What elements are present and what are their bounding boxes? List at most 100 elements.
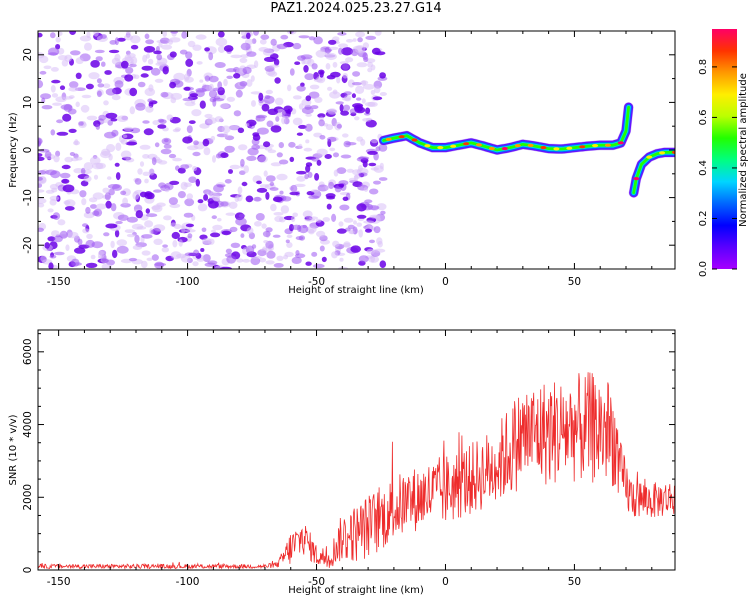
noise-blob <box>259 257 267 263</box>
signal-hotspot <box>633 177 640 181</box>
noise-blob <box>207 200 219 209</box>
page-title: PAZ1.2024.025.23.27.G14 <box>270 1 442 16</box>
noise-blob <box>142 171 150 176</box>
noise-blob <box>362 83 375 90</box>
noise-blob <box>95 203 107 210</box>
noise-blob <box>69 152 75 156</box>
x-tick-label: 0 <box>442 576 449 588</box>
noise-blob <box>144 178 149 184</box>
noise-blob <box>192 151 201 157</box>
noise-blob <box>358 156 370 160</box>
noise-blob <box>281 116 287 125</box>
noise-blob <box>214 116 223 123</box>
noise-blob <box>347 224 355 229</box>
noise-blob <box>209 83 214 91</box>
noise-blob <box>102 83 111 89</box>
noise-blob <box>305 113 312 117</box>
noise-blob <box>84 42 92 51</box>
noise-blob <box>296 85 306 92</box>
noise-blob <box>265 89 273 95</box>
colorbar-tick-label: 0.4 <box>698 160 709 176</box>
noise-blob <box>62 113 72 122</box>
noise-blob <box>123 126 134 132</box>
noise-blob <box>273 263 284 268</box>
noise-blob <box>310 105 319 110</box>
noise-blob <box>85 262 98 268</box>
x-tick-label: -150 <box>47 276 71 288</box>
noise-blob <box>57 219 66 226</box>
noise-blob <box>127 53 136 59</box>
noise-blob <box>212 98 217 107</box>
noise-blob <box>168 153 177 159</box>
noise-blob <box>238 144 248 151</box>
noise-blob <box>265 260 275 265</box>
noise-blob <box>160 148 172 155</box>
noise-blob <box>356 97 362 101</box>
noise-blob <box>373 248 386 253</box>
noise-blob <box>64 54 72 62</box>
noise-blob <box>379 260 387 269</box>
noise-blob <box>151 205 161 210</box>
noise-blob <box>39 70 47 75</box>
colorbar-tick-label: 0.8 <box>698 59 709 75</box>
colorbar-tick-label: 0.2 <box>698 211 709 227</box>
noise-blob <box>203 147 211 156</box>
noise-blob <box>130 44 139 50</box>
noise-blob <box>239 57 248 64</box>
noise-blob <box>199 79 204 83</box>
noise-blob <box>172 157 183 162</box>
noise-blob <box>361 80 367 86</box>
noise-blob <box>201 227 207 233</box>
noise-blob <box>93 174 99 180</box>
noise-blob <box>326 203 332 210</box>
signal-hotspot <box>592 144 599 148</box>
noise-blob <box>166 114 173 121</box>
signal-hotspot <box>437 146 444 150</box>
noise-blob <box>134 178 142 185</box>
noise-blob <box>114 229 120 238</box>
noise-blob <box>193 140 199 146</box>
noise-blob <box>86 115 98 121</box>
noise-blob <box>210 135 216 141</box>
noise-blob <box>264 95 271 99</box>
noise-blob <box>153 238 163 245</box>
noise-blob <box>151 157 157 166</box>
colorbar-tick-label: 0.6 <box>698 109 709 125</box>
noise-blob <box>164 188 170 193</box>
noise-blob <box>120 203 131 208</box>
noise-blob <box>342 63 349 70</box>
noise-blob <box>379 72 386 79</box>
noise-blob <box>298 103 304 110</box>
noise-blob <box>240 158 245 167</box>
noise-blob <box>245 123 250 127</box>
noise-blob <box>220 266 232 269</box>
noise-blob <box>362 160 368 168</box>
noise-blob <box>135 210 143 219</box>
noise-blob <box>122 197 128 206</box>
noise-blob <box>234 195 240 203</box>
signal-hotspot <box>476 143 482 147</box>
noise-blob <box>202 138 210 147</box>
noise-blob <box>147 58 154 65</box>
noise-blob <box>255 213 265 221</box>
noise-blob <box>169 81 177 89</box>
noise-blob <box>102 187 110 194</box>
noise-blob <box>273 212 284 216</box>
noise-blob <box>163 215 172 221</box>
noise-blob <box>237 127 245 134</box>
y-tick-label: -20 <box>22 237 34 254</box>
noise-blob <box>318 119 325 127</box>
noise-blob <box>192 44 202 51</box>
noise-blob <box>364 199 373 204</box>
noise-blob <box>316 148 328 156</box>
noise-blob <box>132 191 140 200</box>
noise-blob <box>59 172 71 179</box>
noise-blob <box>287 84 292 92</box>
noise-blob <box>363 186 369 192</box>
noise-blob <box>369 239 375 244</box>
y-tick-label: 0 <box>22 147 34 154</box>
noise-blob <box>181 225 186 234</box>
noise-blob <box>373 180 381 185</box>
noise-blob <box>310 189 320 193</box>
noise-blob <box>228 169 233 174</box>
